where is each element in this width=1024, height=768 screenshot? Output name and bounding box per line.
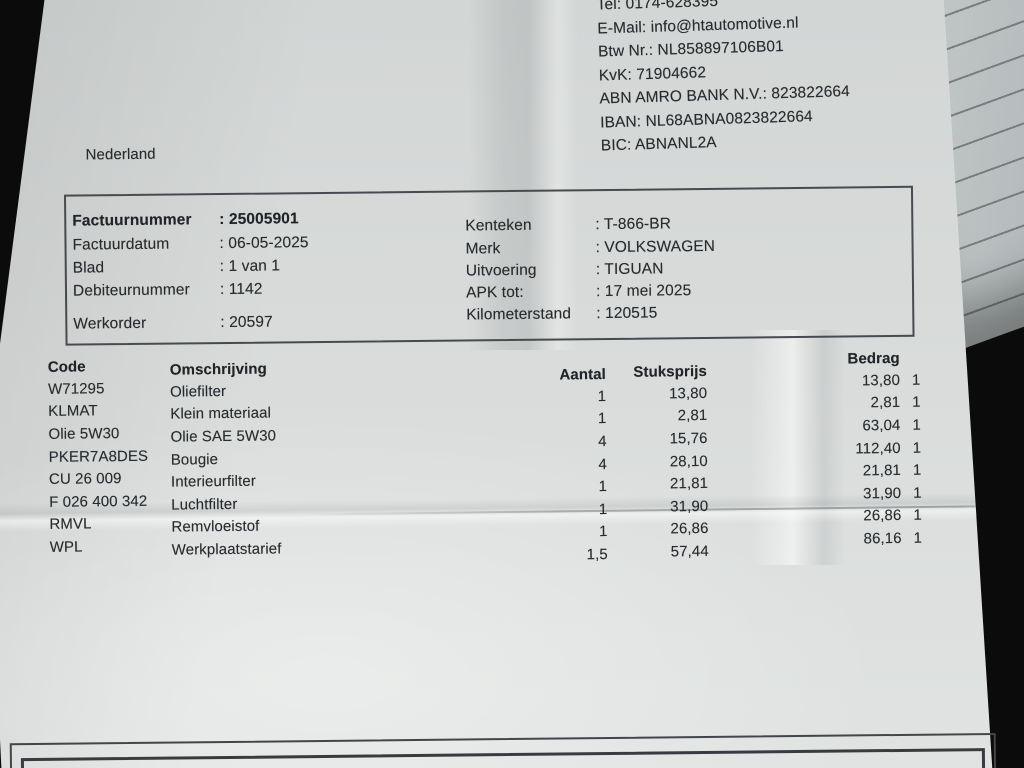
item-code: PKER7A8DES: [48, 447, 149, 466]
item-vat-code: 1: [912, 393, 921, 411]
meta-value: : 06-05-2025: [219, 234, 309, 253]
item-description: Klein materiaal: [170, 404, 272, 423]
meta-label: Factuurnummer: [72, 211, 192, 230]
meta-factuurdatum: Factuurdatum : 06-05-2025: [72, 234, 308, 255]
item-description: Interieurfilter: [170, 472, 256, 491]
item-vat-code: 1: [911, 371, 921, 389]
meta-value: : 1142: [219, 280, 263, 299]
meta-apk-tot: APK tot: : 17 mei 2025: [465, 282, 691, 303]
item-code: RMVL: [49, 515, 92, 533]
meta-factuurnummer: Factuurnummer : 25005901: [72, 210, 299, 230]
meta-value: : 25005901: [219, 210, 299, 229]
meta-merk: Merk : VOLKSWAGEN: [465, 238, 715, 258]
meta-kenteken: Kenteken : T-866-BR: [465, 215, 671, 236]
item-description: Olie SAE 5W30: [170, 427, 277, 446]
item-vat-code: 1: [912, 439, 922, 457]
item-description: Remvloeistof: [171, 517, 260, 536]
meta-value: : 120515: [596, 304, 658, 323]
meta-label: Uitvoering: [465, 261, 537, 280]
meta-label: Merk: [465, 240, 501, 258]
address-country: Nederland: [85, 145, 156, 164]
header-amount: Bedrag: [847, 349, 900, 368]
item-description: Bougie: [170, 451, 219, 469]
company-contact-block: Tel: 0174-628395 E-Mail: info@htautomoti…: [596, 0, 851, 158]
meta-label: APK tot:: [465, 283, 524, 302]
meta-value: : 1 van 1: [219, 257, 281, 276]
meta-debiteurnummer: Debiteurnummer : 1142: [72, 281, 263, 300]
header-description: Omschrijving: [169, 360, 267, 379]
item-code: KLMAT: [48, 402, 98, 420]
item-description: Luchtfilter: [171, 495, 238, 514]
item-amount: 21,81: [862, 461, 902, 480]
meta-blad: Blad : 1 van 1: [72, 257, 281, 277]
item-amount: 31,90: [863, 484, 902, 503]
item-vat-code: 1: [912, 461, 922, 479]
item-unit-price: 57,44: [670, 542, 709, 561]
meta-value: : TIGUAN: [595, 260, 664, 279]
item-amount: 2,81: [870, 393, 901, 412]
item-amount: 112,40: [855, 439, 901, 458]
item-vat-code: 1: [913, 506, 922, 524]
meta-kilometerstand: Kilometerstand : 120515: [466, 304, 657, 324]
meta-value: : T-866-BR: [595, 215, 672, 234]
item-amount: 63,04: [862, 416, 901, 435]
meta-label: Kilometerstand: [466, 305, 572, 324]
item-vat-code: 1: [913, 484, 922, 502]
paper-crease-vertical-mid: [750, 330, 845, 565]
invoice-meta-box: Factuurnummer : 25005901 Factuurdatum : …: [63, 185, 915, 346]
item-code: Olie 5W30: [48, 425, 120, 443]
paper-crease-vertical-top: [468, 0, 578, 350]
item-code: F 026 400 342: [49, 492, 148, 511]
item-description: Werkplaatstarief: [171, 540, 282, 559]
meta-value: : VOLKSWAGEN: [595, 237, 716, 257]
header-code: Code: [47, 358, 86, 376]
meta-label: Kenteken: [465, 216, 532, 235]
item-amount: 86,16: [863, 529, 902, 548]
meta-label: Debiteurnummer: [72, 281, 190, 300]
meta-value: : 20597: [220, 313, 273, 332]
item-amount: 26,86: [863, 506, 902, 525]
item-vat-code: 1: [913, 529, 923, 547]
item-qty: 1,5: [586, 546, 608, 564]
item-amount: 13,80: [861, 371, 901, 390]
item-code: WPL: [49, 538, 83, 556]
item-code: W71295: [47, 380, 105, 398]
meta-uitvoering: Uitvoering : TIGUAN: [465, 260, 664, 281]
meta-werkorder: Werkorder : 20597: [73, 314, 273, 334]
meta-label: Factuurdatum: [72, 235, 170, 254]
meta-label: Blad: [72, 259, 105, 277]
item-description: Oliefilter: [169, 382, 227, 401]
meta-value: : 17 mei 2025: [595, 282, 692, 301]
meta-label: Werkorder: [73, 314, 147, 333]
item-code: CU 26 009: [48, 470, 122, 488]
item-vat-code: 1: [912, 416, 921, 434]
